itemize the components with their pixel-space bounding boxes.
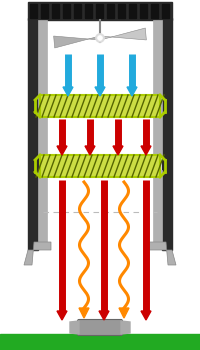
Bar xyxy=(38,170,47,242)
Polygon shape xyxy=(141,311,151,320)
Bar xyxy=(41,4,48,18)
FancyBboxPatch shape xyxy=(78,320,122,336)
Polygon shape xyxy=(119,308,129,318)
Bar xyxy=(0,334,200,350)
Polygon shape xyxy=(95,87,105,96)
Bar xyxy=(28,18,38,250)
Polygon shape xyxy=(149,242,176,265)
Bar xyxy=(28,2,172,20)
Bar xyxy=(162,18,172,250)
Bar xyxy=(30,4,37,18)
Bar xyxy=(118,4,125,18)
Bar xyxy=(153,170,162,242)
Polygon shape xyxy=(121,321,130,334)
Polygon shape xyxy=(100,28,146,40)
Polygon shape xyxy=(85,146,95,155)
Bar xyxy=(38,20,47,155)
Polygon shape xyxy=(141,146,151,155)
Bar xyxy=(153,20,162,155)
Bar xyxy=(107,4,114,18)
Polygon shape xyxy=(113,146,123,155)
Bar xyxy=(129,4,136,18)
Polygon shape xyxy=(70,321,79,334)
Bar xyxy=(85,4,92,18)
Bar xyxy=(40,95,160,117)
Polygon shape xyxy=(57,146,67,155)
Polygon shape xyxy=(99,311,109,320)
Bar xyxy=(96,4,103,18)
Bar xyxy=(52,4,59,18)
Bar xyxy=(74,4,81,18)
Circle shape xyxy=(96,34,104,42)
Bar xyxy=(151,4,158,18)
Polygon shape xyxy=(79,308,89,318)
Polygon shape xyxy=(63,87,73,96)
Polygon shape xyxy=(57,311,67,320)
Polygon shape xyxy=(24,242,51,265)
Bar xyxy=(162,4,169,18)
Polygon shape xyxy=(54,36,100,48)
Bar xyxy=(140,4,147,18)
Polygon shape xyxy=(127,87,137,96)
Circle shape xyxy=(98,35,102,41)
Bar xyxy=(63,4,70,18)
Bar xyxy=(40,155,160,177)
